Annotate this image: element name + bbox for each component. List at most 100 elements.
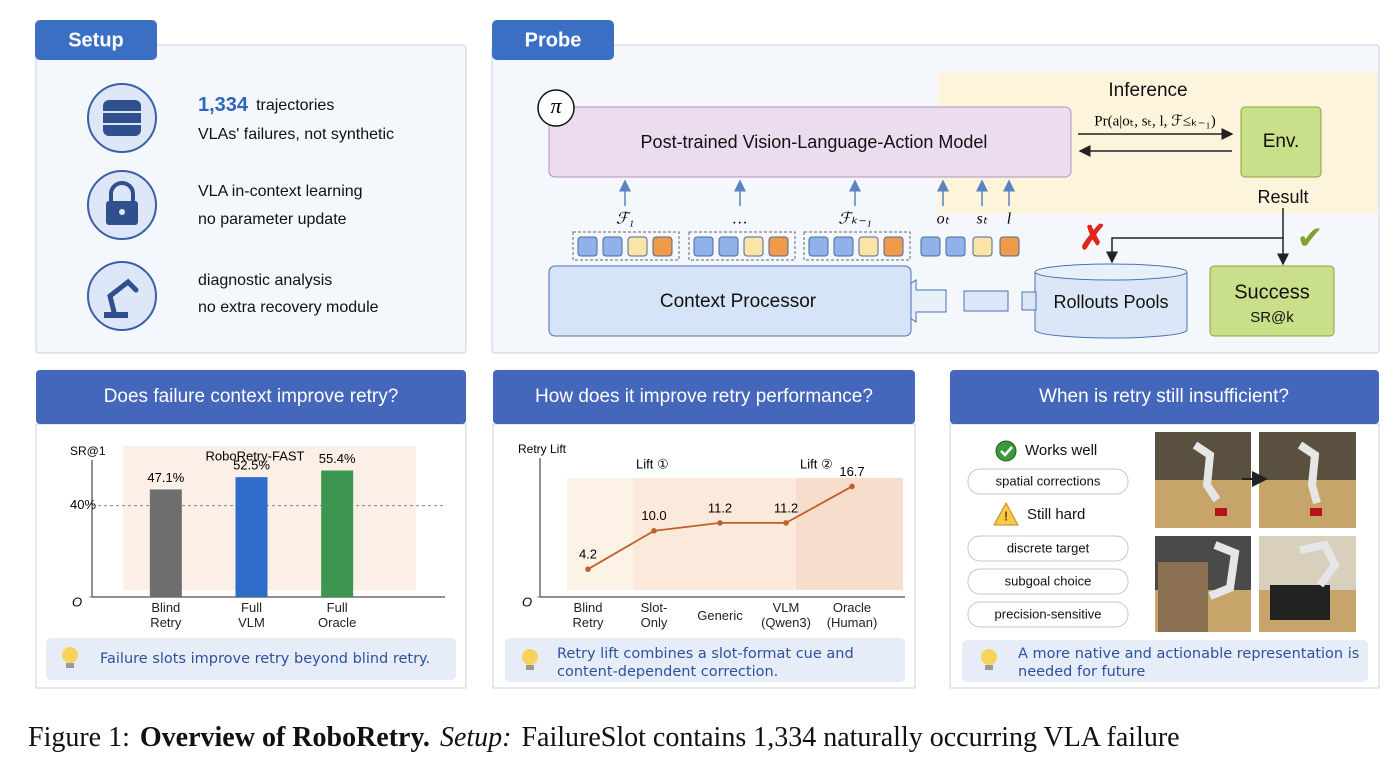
check-icon — [1000, 446, 1013, 457]
token — [833, 236, 854, 257]
pill — [967, 468, 1129, 495]
token — [577, 236, 598, 257]
token — [999, 236, 1020, 257]
scene-image — [1155, 536, 1251, 632]
model-box — [548, 106, 1072, 178]
setup-tab-label: Setup — [68, 29, 124, 51]
value-label: 4.2 — [579, 547, 597, 562]
y-axis-label: SR@1 — [70, 444, 106, 458]
success-box — [1209, 265, 1335, 337]
pill — [967, 535, 1129, 562]
annotation: Lift ① — [636, 456, 669, 471]
scene-image — [1259, 536, 1356, 632]
token — [858, 236, 879, 257]
input-label: sₜ — [977, 211, 988, 228]
scene-image — [1155, 432, 1251, 528]
icon-lock — [87, 170, 157, 240]
pill-label: spatial corrections — [996, 473, 1101, 488]
policy-circle — [537, 89, 575, 127]
check-icon — [995, 440, 1017, 462]
value-label: 11.2 — [774, 500, 798, 515]
chart-title: RoboRetry-FAST — [206, 448, 305, 463]
x-tick-label: Generic — [697, 607, 743, 623]
token — [743, 236, 764, 257]
y-axis-label: Retry Lift — [518, 442, 567, 456]
panel-title: How does it improve retry performance? — [535, 386, 873, 407]
token — [920, 236, 941, 257]
value-label: 52.5% — [233, 458, 270, 473]
tip-text: Failure slots improve retry beyond blind… — [100, 651, 431, 667]
token — [972, 236, 993, 257]
action-distribution: Pr(a|oₜ, sₜ, l, ℱ≤ₖ₋₁) — [1094, 113, 1215, 129]
input-label: ℱ₁ — [616, 211, 634, 228]
x-tick-label: Full Oracle — [318, 600, 357, 630]
pill-list: spatial corrections discrete target subgoa… — [967, 468, 1129, 628]
y-tick-label: O — [522, 594, 532, 609]
probe-tab-label: Probe — [525, 29, 582, 51]
annotation: Lift ② — [800, 456, 833, 471]
value-label: 11.2 — [708, 500, 732, 515]
bar — [149, 489, 182, 597]
token-row: ℱ₁ … ℱₖ₋₁ oₜ sₜ l — [572, 179, 1020, 261]
point — [783, 520, 789, 526]
pill-label: precision-sensitive — [995, 606, 1102, 621]
context-box — [548, 265, 912, 337]
bulb-icon — [522, 649, 538, 670]
caption: Figure 1: Overview of RoboRetry. Setup: Fai… — [28, 722, 1180, 753]
tip-text: Retry lift combines a slot-format cue an… — [557, 646, 854, 680]
hard-label: Still hard — [1027, 506, 1085, 523]
policy-symbol: π — [550, 93, 562, 118]
success-metric: SR@k — [1250, 309, 1294, 326]
fail-mark: ✗ — [1079, 219, 1108, 257]
setup-tab — [35, 20, 157, 60]
rollouts-cylinder — [1034, 263, 1188, 339]
success-mark: ✔ — [1297, 219, 1324, 255]
probe-tab — [492, 20, 614, 60]
point — [585, 566, 591, 572]
panel-title: When is retry still insufficient? — [1039, 386, 1289, 407]
setup-item: no parameter update — [198, 211, 347, 228]
token — [627, 236, 648, 257]
model-label: Post-trained Vision-Language-Action Mode… — [641, 132, 988, 152]
value-label: 55.4% — [319, 451, 356, 466]
env-label: Env. — [1263, 131, 1300, 152]
token — [768, 236, 789, 257]
y-tick-label: O — [72, 594, 82, 609]
x-tick-label: Oracle (Human) — [826, 600, 878, 630]
token — [718, 236, 739, 257]
works-label: Works well — [1025, 442, 1097, 459]
bulb-icon — [981, 649, 997, 670]
input-label: ℱₖ₋₁ — [838, 211, 871, 228]
tip-box — [962, 640, 1368, 682]
value-label: 10.0 — [641, 508, 666, 523]
panel-header — [36, 370, 466, 424]
warning-icon — [993, 501, 1019, 526]
input-label: l — [1007, 211, 1012, 228]
value-label: 16.7 — [839, 464, 864, 479]
value-label: 47.1% — [147, 470, 184, 485]
context-label: Context Processor — [660, 291, 817, 312]
tip-box — [505, 638, 905, 682]
pill-label: discrete target — [1007, 540, 1090, 555]
token-group — [688, 231, 796, 261]
arrow — [1106, 208, 1284, 264]
scene-image — [1259, 432, 1356, 528]
warning-icon: ! — [1004, 508, 1008, 523]
panel-header — [493, 370, 915, 424]
setup-item: 1,334 trajectories — [198, 94, 334, 116]
token — [693, 236, 714, 257]
icon-robot-arm — [87, 261, 157, 331]
bar — [321, 470, 354, 597]
point — [717, 520, 723, 526]
success-label: Success — [1234, 281, 1310, 303]
region — [796, 478, 903, 590]
setup-item: diagnostic analysis — [198, 272, 332, 289]
token — [808, 236, 829, 257]
pill-label: subgoal choice — [1005, 573, 1092, 588]
point — [651, 528, 657, 534]
region — [633, 478, 796, 590]
tip-text: A more native and actionable representat… — [1018, 646, 1360, 680]
inference-label: Inference — [1108, 80, 1187, 101]
